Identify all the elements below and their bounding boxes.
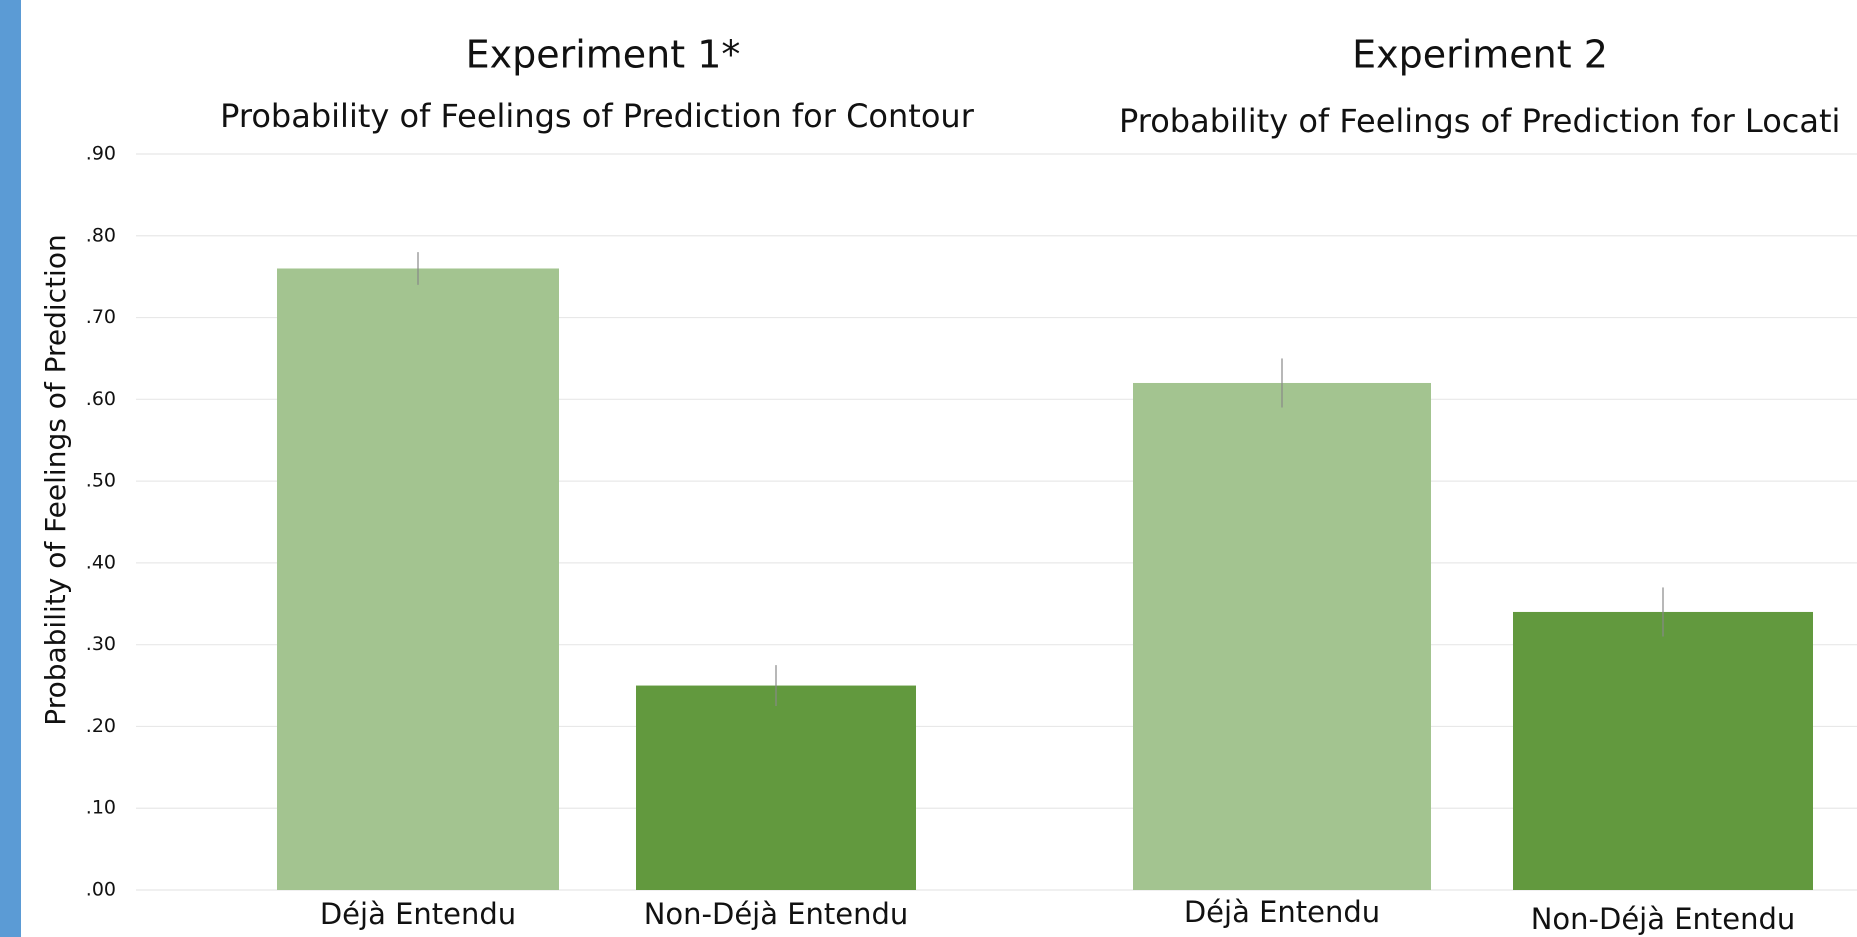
- chart-subtitle: Probability of Feelings of Prediction fo…: [1119, 102, 1840, 140]
- y-tick-label: .70: [86, 306, 116, 328]
- y-tick-label: .50: [86, 470, 116, 492]
- chart-title: Experiment 2: [1352, 33, 1608, 77]
- y-tick-label: .60: [86, 388, 116, 410]
- y-tick-label: .20: [86, 715, 116, 737]
- side-strip: [0, 0, 21, 937]
- y-axis-label: Probability of Feelings of Prediction: [39, 234, 72, 725]
- x-tick-label: Non-Déjà Entendu: [644, 897, 909, 931]
- y-tick-label: .00: [86, 879, 116, 901]
- x-tick-label: Non-Déjà Entendu: [1531, 902, 1796, 936]
- chart-title: Experiment 1*: [466, 33, 741, 77]
- x-tick-label: Déjà Entendu: [320, 897, 516, 931]
- y-tick-label: .10: [86, 797, 116, 819]
- y-tick-label: .90: [86, 143, 116, 165]
- x-tick-label: Déjà Entendu: [1184, 895, 1380, 929]
- y-tick-label: .40: [86, 551, 116, 573]
- bar: [277, 268, 559, 890]
- y-tick-label: .80: [86, 224, 116, 246]
- bar: [636, 685, 916, 890]
- y-tick-label: .30: [86, 633, 116, 655]
- chart-subtitle: Probability of Feelings of Prediction fo…: [220, 97, 975, 135]
- bar: [1133, 382, 1431, 890]
- bar: [1513, 611, 1813, 890]
